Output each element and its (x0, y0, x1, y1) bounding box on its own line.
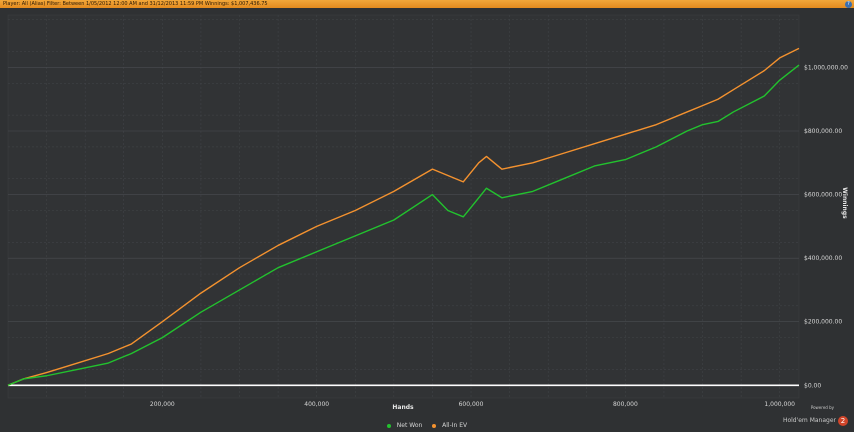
header-text: Player: All (Alias) Filter: Between 1/05… (3, 0, 268, 8)
x-axis-label: Hands (392, 404, 414, 411)
legend: Net Won All-In EV (0, 422, 854, 429)
legend-label-net-won: Net Won (396, 422, 423, 429)
legend-label-all-in-ev: All-In EV (442, 422, 468, 429)
brand-name: Hold'em Manager (782, 417, 836, 424)
winnings-chart: 200,000 400,000 600,000 800,000 1,000,000 $0… (7, 14, 848, 411)
net-won-dot-icon (386, 423, 391, 428)
y-tick-label: $400,000.00 (804, 255, 842, 262)
plot-area (7, 14, 800, 399)
net-won-line (7, 64, 800, 386)
hem2-logo-icon: 2 (838, 415, 848, 426)
y-axis-ticks: $0.00 $200,000.00 $400,000.00 $600,000.00 $8… (804, 64, 848, 389)
title-bar: Player: All (Alias) Filter: Between 1/05… (0, 0, 854, 8)
brand-logo: Powered by Hold'em Manager 2 (783, 405, 848, 429)
filter-label: Filter: (46, 1, 61, 7)
x-tick-label: 400,000 (304, 401, 329, 408)
y-tick-label: $800,000.00 (804, 128, 842, 135)
all-in-ev-line (7, 47, 800, 386)
y-axis-label: Winnings (841, 187, 848, 219)
x-tick-label: 200,000 (150, 401, 175, 408)
player-label: Player: (3, 1, 21, 7)
x-tick-label: 600,000 (459, 401, 484, 408)
help-icon[interactable]: ? (845, 0, 852, 8)
powered-by-text: Powered by (810, 405, 834, 410)
legend-item-all-in-ev[interactable]: All-In EV (430, 422, 469, 429)
y-tick-label: $1,000,000.00 (804, 64, 848, 71)
x-axis-ticks: 200,000 400,000 600,000 800,000 1,000,000 (150, 401, 795, 408)
y-tick-label: $600,000.00 (804, 192, 842, 199)
all-in-ev-dot-icon (432, 423, 437, 428)
player-value: All (Alias) (21, 1, 46, 7)
y-tick-label: $200,000.00 (804, 319, 842, 326)
legend-item-net-won[interactable]: Net Won (385, 422, 424, 429)
x-tick-label: 800,000 (613, 401, 638, 408)
series-lines (7, 47, 800, 386)
x-tick-label: 1,000,000 (764, 401, 795, 408)
winnings-label: Winnings: (204, 1, 230, 7)
y-tick-label: $0.00 (804, 382, 821, 389)
winnings-value: $1,007,436.75 (231, 1, 268, 7)
filter-value: Between 1/05/2012 12:00 AM and 31/12/201… (62, 1, 204, 7)
